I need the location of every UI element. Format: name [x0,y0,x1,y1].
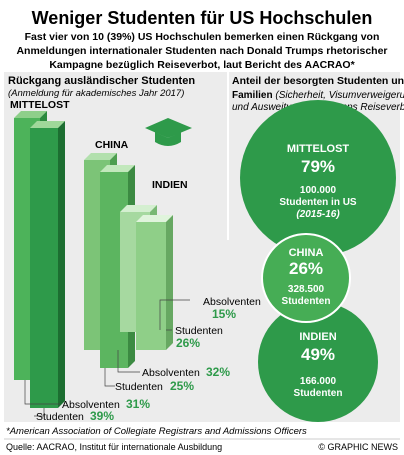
circle-text: MITTELOST 79% 100.000 Studenten in US (2… [279,143,357,399]
value-label: 15% [212,307,236,321]
right-heading: Anteil der besorgten Studenten und [232,75,404,87]
left-subheading: (Anmeldung für akademisches Jahr 2017) [8,88,184,99]
value-label: 39% [90,409,114,423]
label: Absolventen [142,367,200,379]
circle-count: 100.000 [300,185,337,196]
source: Quelle: AACRAO, Institut für internation… [6,442,222,452]
label: Studenten [115,381,163,393]
right-heading: Familien [232,90,273,101]
circle-name: INDIEN [299,331,336,343]
credit: © GRAPHIC NEWS [318,442,398,452]
value-label: 32% [206,365,230,379]
circle-count: 166.000 [300,376,337,387]
circle-unit: Studenten in US [279,197,357,208]
region-name: CHINA [95,139,129,151]
circle [258,302,378,422]
region-name: MITTELOST [10,99,70,111]
circle-percent: 49% [301,345,335,364]
right-heading: Familien (Sicherheit, Visumverweigerung [232,90,404,101]
region-name: INDIEN [152,179,188,191]
right-note: (Sicherheit, Visumverweigerung [275,90,404,101]
footnote: *American Association of Collegiate Regi… [6,426,307,437]
grad-cap-icon [145,118,192,146]
circle-name: MITTELOST [287,143,350,155]
circle-percent: 26% [289,259,323,278]
intro-line: Kampagne bezüglich Reiseverbot, laut Ber… [49,59,355,71]
value-label: 31% [126,397,150,411]
value-label: 25% [170,379,194,393]
bars [14,111,173,408]
left-heading: Rückgang ausländischer Studenten [8,75,195,87]
label: Studenten [175,325,223,337]
circle-unit: Studenten [294,388,343,399]
circle-percent: 79% [301,157,335,176]
circle [240,100,396,256]
circle [261,233,351,323]
label: Studenten [36,411,84,423]
circle-count: 328.500 [288,284,325,295]
intro-line: Anmeldungen internationaler Studenten na… [16,45,387,57]
leader-lines [24,299,190,417]
value-label: 26% [176,336,200,350]
circle-name: CHINA [289,247,324,259]
circle-period: (2015-16) [296,209,340,220]
label: Absolventen [62,399,120,411]
intro-line: Fast vier von 10 (39%) US Hochschulen be… [25,31,380,43]
label: Absolventen [203,296,261,308]
title: Weniger Studenten für US Hochschulen [32,8,373,28]
circle-unit: Studenten [282,296,331,307]
